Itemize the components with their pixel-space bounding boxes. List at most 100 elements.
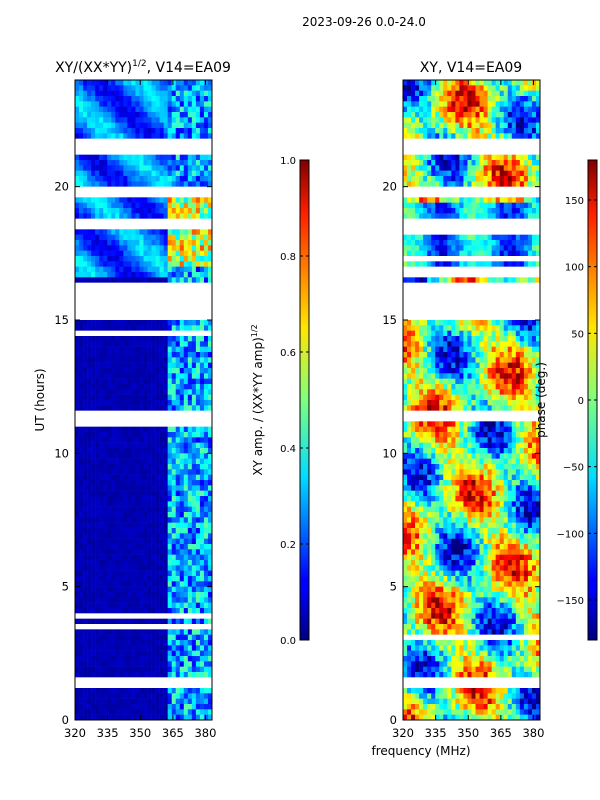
- heat-cell: [115, 448, 120, 454]
- heat-cell: [431, 90, 436, 97]
- heat-cell: [515, 208, 521, 214]
- heat-cell: [83, 128, 88, 134]
- heat-cell: [79, 666, 84, 673]
- heat-cell: [403, 234, 408, 241]
- heat-cell: [431, 341, 436, 347]
- heat-cell: [79, 181, 84, 187]
- heat-cell: [119, 261, 124, 267]
- heat-cell: [79, 256, 84, 262]
- heat-cell: [187, 400, 193, 406]
- heat-cell: [75, 512, 80, 518]
- heat-cell: [531, 197, 537, 203]
- heat-cell: [439, 181, 444, 187]
- heat-cell: [119, 96, 124, 102]
- heat-cell: [463, 160, 468, 166]
- heat-cell: [103, 549, 108, 555]
- heat-cell: [163, 448, 168, 454]
- heat-cell: [147, 474, 152, 481]
- heat-cell: [431, 112, 436, 118]
- heat-cell: [131, 426, 136, 433]
- heat-cell: [195, 650, 201, 657]
- heat-cell: [99, 570, 104, 577]
- flagged-row: [403, 304, 540, 308]
- heat-cell: [143, 469, 148, 475]
- heat-cell: [99, 496, 104, 502]
- heat-cell: [115, 661, 120, 667]
- heat-cell: [127, 106, 132, 113]
- heat-cell: [511, 181, 517, 187]
- heat-cell: [519, 202, 525, 209]
- heat-cell: [131, 549, 136, 555]
- heat-cell: [147, 128, 152, 134]
- heat-cell: [207, 170, 212, 177]
- heat-cell: [83, 672, 88, 678]
- heat-cell: [75, 160, 80, 166]
- heat-cell: [131, 245, 136, 251]
- heat-cell: [495, 389, 501, 395]
- heat-cell: [119, 576, 124, 582]
- heat-cell: [75, 544, 80, 550]
- heat-cell: [159, 501, 164, 507]
- heat-cell: [423, 154, 428, 161]
- heat-cell: [115, 245, 120, 251]
- heat-cell: [195, 672, 201, 678]
- heat-cell: [179, 202, 185, 209]
- heat-cell: [155, 202, 160, 209]
- heat-cell: [187, 272, 193, 278]
- heat-cell: [159, 565, 164, 571]
- heat-cell: [103, 666, 108, 673]
- heat-cell: [407, 122, 412, 129]
- heat-cell: [195, 181, 201, 187]
- heat-cell: [495, 378, 501, 385]
- heat-cell: [183, 501, 189, 507]
- heat-cell: [403, 208, 408, 214]
- heat-cell: [139, 202, 144, 209]
- heat-cell: [135, 544, 140, 550]
- heat-cell: [99, 240, 104, 246]
- heat-cell: [167, 405, 173, 411]
- heat-cell: [151, 688, 156, 694]
- heat-cell: [139, 229, 144, 235]
- heat-cell: [199, 656, 205, 662]
- heat-cell: [167, 352, 173, 358]
- heat-cell: [183, 602, 189, 609]
- heat-cell: [195, 576, 201, 582]
- heat-cell: [147, 704, 152, 710]
- heat-cell: [87, 373, 92, 379]
- heat-cell: [83, 480, 88, 486]
- heat-cell: [143, 522, 148, 529]
- heat-cell: [91, 661, 96, 667]
- heat-cell: [191, 656, 197, 662]
- heat-cell: [87, 181, 92, 187]
- heat-cell: [91, 373, 96, 379]
- heat-cell: [499, 122, 505, 129]
- heat-cell: [199, 560, 205, 566]
- heat-cell: [479, 389, 484, 395]
- heat-cell: [451, 362, 456, 369]
- heat-cell: [499, 346, 505, 353]
- heat-cell: [95, 133, 100, 139]
- heat-cell: [171, 320, 177, 326]
- heat-cell: [143, 608, 148, 614]
- heat-cell: [207, 240, 212, 246]
- heat-cell: [127, 373, 132, 379]
- heat-cell: [191, 181, 197, 187]
- heat-cell: [111, 112, 116, 118]
- heat-cell: [483, 208, 488, 214]
- heat-cell: [87, 101, 92, 107]
- heat-cell: [179, 378, 185, 385]
- heat-cell: [147, 384, 152, 390]
- heat-cell: [127, 122, 132, 129]
- heat-cell: [99, 709, 104, 715]
- heat-cell: [83, 90, 88, 97]
- heat-cell: [103, 96, 108, 102]
- heat-cell: [103, 512, 108, 518]
- heat-cell: [183, 373, 189, 379]
- heat-cell: [447, 122, 452, 129]
- heat-cell: [75, 474, 80, 481]
- heat-cell: [199, 245, 205, 251]
- heat-cell: [83, 256, 88, 262]
- heat-cell: [131, 442, 136, 449]
- heat-cell: [163, 618, 168, 625]
- heat-cell: [495, 352, 501, 358]
